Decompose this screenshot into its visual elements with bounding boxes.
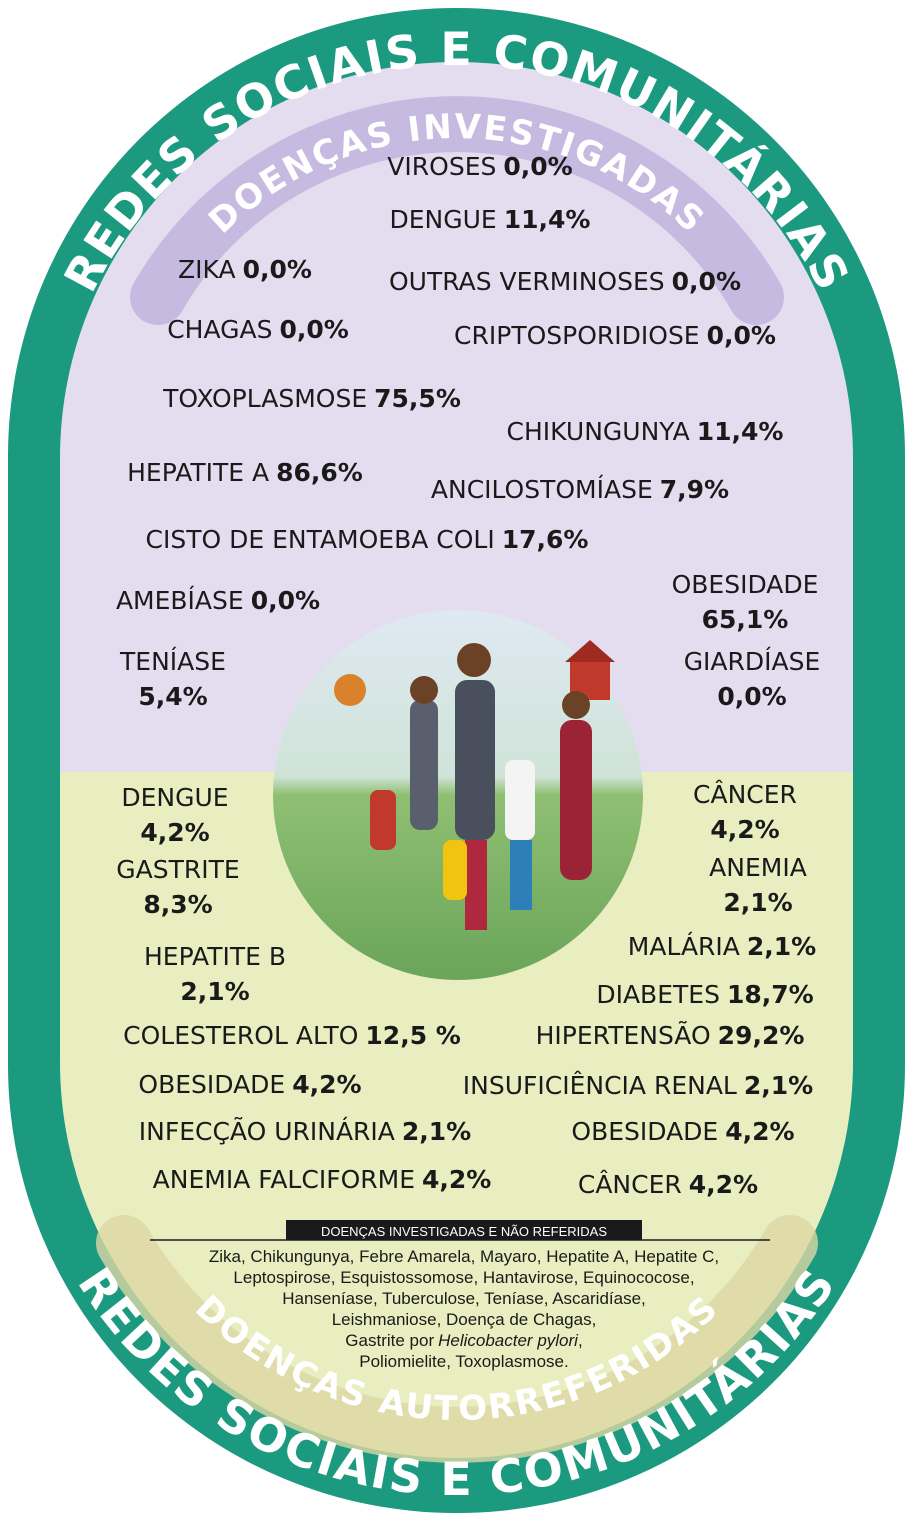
bottom-band [96,1215,818,1463]
item: OBESIDADE 4,2% [571,1117,794,1146]
item-name: HEPATITE B [144,942,286,971]
note-line: Gastrite por Helicobacter pylori, [345,1331,582,1350]
top-band [130,96,784,325]
item: MALÁRIA 2,1% [628,932,816,961]
item: HIPERTENSÃO 29,2% [536,1020,805,1050]
item: OUTRAS VERMINOSES 0,0% [389,267,741,296]
item-name: GIARDÍASE [684,647,821,676]
note-text: , [578,1331,583,1350]
note-text: Gastrite por [345,1331,434,1350]
note-line: Leishmaniose, Doença de Chagas, [332,1310,597,1329]
illustration [273,610,643,980]
item-value: 7,9% [660,475,729,504]
item-name: MALÁRIA [628,932,740,961]
item-name: HEPATITE A [127,458,269,487]
note-line: Zika, Chikungunya, Febre Amarela, Mayaro… [209,1247,719,1266]
item-value: 4,2% [725,1117,794,1146]
item-value: 18,7% [727,980,814,1009]
item-value: 0,0% [672,267,741,296]
item-name: GASTRITE [116,855,239,884]
note-title: DOENÇAS INVESTIGADAS E NÃO REFERIDAS [321,1224,607,1239]
item: COLESTEROL ALTO 12,5 % [123,1021,461,1050]
item: TOXOPLASMOSE 75,5% [162,384,461,413]
note-title-bar [286,1220,642,1240]
item: DIABETES 18,7% [596,980,813,1009]
item: INFECÇÃO URINÁRIA 2,1% [139,1116,471,1146]
item: CHIKUNGUNYA 11,4% [507,417,784,446]
item: AMEBÍASE 0,0% [116,586,320,615]
item-value: 12,5 % [365,1021,460,1050]
item-name: ANEMIA FALCIFORME [153,1165,415,1194]
item-name: CHAGAS [167,315,272,344]
item-value: 75,5% [374,384,461,413]
item-name: CRIPTOSPORIDIOSE [454,321,700,350]
item-value: 4,2% [710,815,779,844]
item-name: ANEMIA [709,853,807,882]
item: VIROSES 0,0% [387,152,572,181]
item-name: INSUFICIÊNCIA RENAL [463,1071,737,1100]
note-line: Leptospirose, Esquistossomose, Hantaviro… [233,1268,694,1287]
item-value: 4,2% [140,818,209,847]
item-name: INFECÇÃO URINÁRIA [139,1116,395,1146]
item-name: CÂNCER [578,1170,682,1199]
item-value: 0,0% [503,152,572,181]
item-value: 0,0% [251,586,320,615]
item-name: CHIKUNGUNYA [507,417,690,446]
item-value: 4,2% [689,1170,758,1199]
item-value: 0,0% [717,682,786,711]
item-value: 17,6% [502,525,589,554]
item-name: DIABETES [596,980,720,1009]
item-name: DENGUE [121,783,228,812]
item-name: OUTRAS VERMINOSES [389,267,665,296]
item-name: DENGUE [390,205,497,234]
item-value: 5,4% [138,682,207,711]
item-value: 2,1% [723,888,792,917]
note-line: Hanseníase, Tuberculose, Teníase, Ascari… [282,1289,646,1308]
items: VIROSES 0,0%DENGUE 11,4%ZIKA 0,0% OUTRAS VER… [116,152,820,1199]
item-value: 2,1% [744,1071,813,1100]
item: CÂNCER 4,2% [578,1170,758,1199]
item-value: 4,2% [422,1165,491,1194]
item: CISTO DE ENTAMOEBA COLI 17,6% [146,525,589,554]
item-name: COLESTEROL ALTO [123,1021,358,1050]
item-value: 0,0% [707,321,776,350]
note-italic: Helicobacter pylori [438,1331,579,1350]
item-value: 65,1% [702,605,789,634]
item-name: ZIKA [178,255,236,284]
item-value: 2,1% [747,932,816,961]
item: CHAGAS 0,0% [167,315,349,344]
item-value: 29,2% [718,1021,805,1050]
note-line: Poliomielite, Toxoplasmose. [359,1352,568,1371]
item-name: OBESIDADE [571,1117,718,1146]
item-value: 2,1% [180,977,249,1006]
item-name: VIROSES [387,152,496,181]
item: INSUFICIÊNCIA RENAL 2,1% [463,1071,813,1100]
item-name: TOXOPLASMOSE [162,384,367,413]
item-name: OBESIDADE [138,1070,285,1099]
item-value: 86,6% [276,458,363,487]
item-value: 8,3% [143,890,212,919]
item: DENGUE 11,4% [390,205,591,234]
item: CRIPTOSPORIDIOSE 0,0% [454,321,776,350]
note: Zika, Chikungunya, Febre Amarela, Mayaro… [209,1247,719,1371]
item: ZIKA 0,0% [178,255,312,284]
item-value: 4,2% [292,1070,361,1099]
item-name: TENÍASE [119,647,226,676]
item: OBESIDADE 4,2% [138,1070,361,1099]
item-name: HIPERTENSÃO [536,1020,711,1050]
item-name: OBESIDADE [672,570,819,599]
item-name: CÂNCER [693,780,797,809]
item-value: 2,1% [402,1117,471,1146]
item: HEPATITE A 86,6% [127,458,363,487]
item-name: CISTO DE ENTAMOEBA COLI [146,525,495,554]
item-name: AMEBÍASE [116,586,244,615]
item: ANCILOSTOMÍASE 7,9% [431,475,729,504]
item-value: 11,4% [504,205,591,234]
item-value: 0,0% [279,315,348,344]
item-name: ANCILOSTOMÍASE [431,475,653,504]
item: ANEMIA FALCIFORME 4,2% [153,1165,492,1194]
item-value: 0,0% [243,255,312,284]
item-value: 11,4% [697,417,784,446]
